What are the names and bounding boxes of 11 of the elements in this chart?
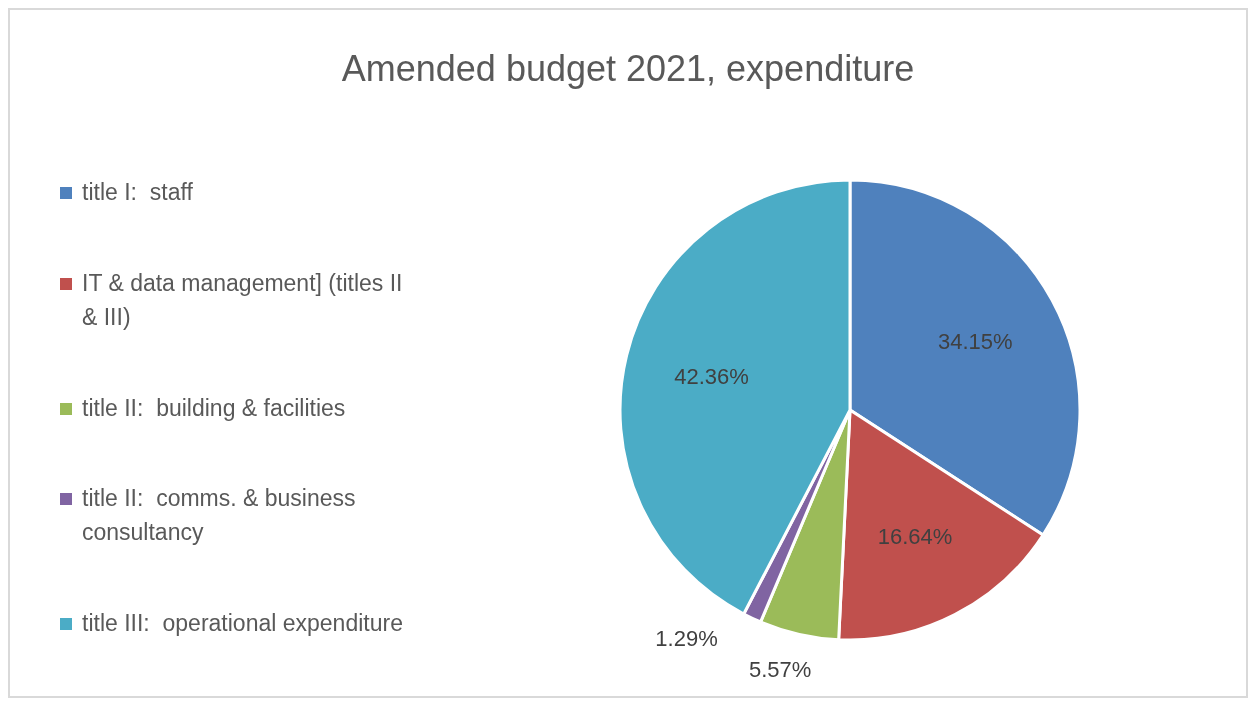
legend-label: title III: operational expenditure bbox=[82, 609, 403, 638]
chart-title: Amended budget 2021, expenditure bbox=[340, 48, 916, 90]
legend-label: title II: building & facilities bbox=[82, 393, 346, 423]
legend-label: title I: staff bbox=[82, 178, 193, 207]
legend-label: title II: comms. & business consultancy bbox=[82, 484, 357, 548]
data-label: 16.64% bbox=[877, 524, 953, 550]
data-label: 5.57% bbox=[748, 657, 812, 683]
data-label: 34.15% bbox=[937, 329, 1013, 355]
data-label: 42.36% bbox=[674, 363, 749, 389]
data-label: 1.29% bbox=[655, 625, 718, 651]
legend-label: IT & data management] (titles II & III) bbox=[82, 268, 404, 332]
